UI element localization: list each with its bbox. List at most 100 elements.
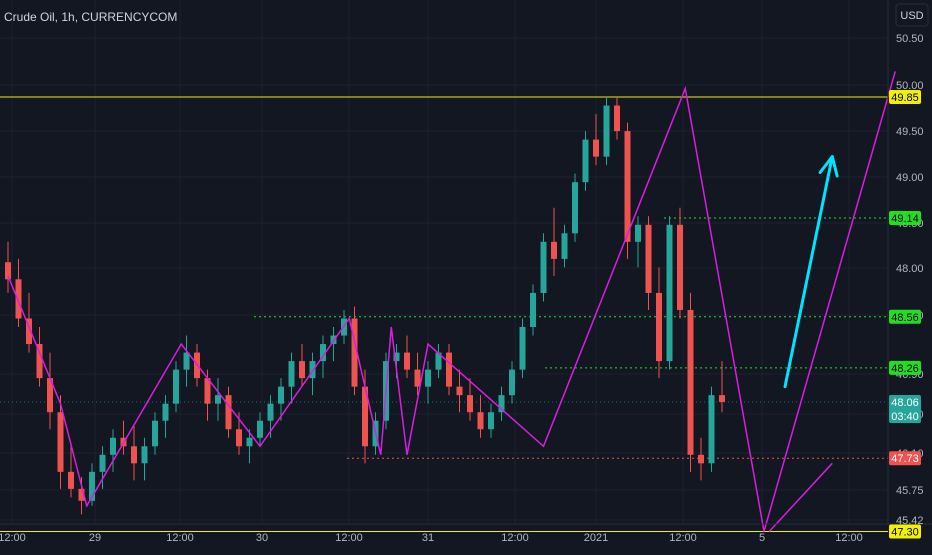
candle-body — [488, 412, 494, 430]
candle — [110, 429, 116, 472]
candle-body — [320, 344, 326, 362]
candle-body — [677, 224, 683, 310]
candle — [15, 258, 22, 328]
candle — [456, 369, 463, 413]
candle — [299, 344, 305, 387]
candle-body — [498, 395, 505, 413]
candle — [540, 233, 547, 302]
candle — [183, 335, 190, 387]
price-tick-label: 45.42 — [896, 515, 924, 527]
time-tick-label: 31 — [422, 532, 434, 544]
candle-body — [99, 454, 106, 472]
candle-body — [603, 105, 610, 157]
candle-body — [278, 386, 284, 404]
candle-body — [183, 352, 190, 370]
candle — [614, 97, 620, 140]
zigzag-pattern-line[interactable] — [7, 71, 896, 532]
candle — [152, 412, 158, 455]
candle-body — [288, 361, 295, 387]
price-tick-label: 48.00 — [896, 263, 924, 275]
level-price-label: 47.30 — [891, 526, 919, 538]
candle-body — [624, 131, 631, 242]
candle — [446, 344, 452, 396]
time-tick-label: 12:00 — [335, 532, 363, 544]
candle-body — [5, 262, 11, 280]
candle-body — [530, 292, 536, 328]
candle-body — [267, 403, 274, 421]
candle-body — [561, 233, 568, 259]
candle — [225, 386, 232, 438]
candle — [656, 267, 662, 379]
level-price-label: 49.85 — [891, 92, 919, 104]
candle — [582, 131, 589, 191]
price-tick-label: 50.50 — [896, 33, 924, 45]
candle — [173, 361, 179, 413]
candle — [162, 395, 169, 438]
candle-body — [582, 139, 589, 183]
price-badges: 49.85 47.30 49.14 48.56 48.26 47.73 48.06 03:40 — [889, 90, 921, 539]
price-tick-label: 45.75 — [896, 485, 924, 497]
candle-body — [362, 386, 368, 447]
currency-button[interactable] — [895, 3, 929, 27]
candle-body — [257, 420, 263, 438]
candle — [99, 446, 106, 489]
chart-title: Crude Oil, 1h, CURRENCYCOM — [4, 10, 177, 24]
candle — [131, 425, 137, 481]
candle — [645, 216, 652, 310]
candle — [509, 361, 515, 404]
candle — [467, 378, 473, 421]
candle — [519, 318, 526, 379]
candle — [498, 386, 505, 421]
candle-body — [57, 412, 64, 472]
candle — [603, 97, 610, 166]
price-tick-label: 50.00 — [896, 80, 924, 92]
candle-body — [68, 471, 74, 489]
candle-body — [225, 395, 232, 430]
candle — [288, 352, 295, 404]
candle-body — [110, 437, 116, 455]
candle-body — [509, 369, 515, 396]
candle — [36, 327, 43, 387]
candle-body — [78, 488, 85, 501]
currency-label: USD — [900, 10, 923, 22]
time-tick-label: 5 — [759, 532, 765, 544]
candle — [26, 292, 32, 353]
candle-body — [698, 454, 704, 464]
candle-body — [719, 395, 725, 402]
time-tick-label: 12:00 — [669, 532, 697, 544]
candle-body — [26, 318, 32, 345]
candle-body — [204, 378, 211, 404]
channel-line[interactable] — [768, 462, 833, 532]
candle-body — [446, 352, 452, 387]
level-price-badge — [889, 90, 921, 104]
candle — [309, 352, 316, 396]
candle-body — [47, 378, 53, 413]
candle-body — [456, 386, 463, 396]
candle-body — [666, 224, 673, 362]
candle-body — [519, 327, 526, 370]
candle-body — [36, 344, 43, 379]
candle — [677, 207, 683, 319]
candle-body — [477, 412, 484, 430]
candle — [551, 207, 557, 276]
candle — [593, 114, 599, 166]
last-price-label: 48.06 — [891, 397, 919, 409]
candle-body — [15, 279, 22, 319]
level-price-badge — [889, 360, 921, 375]
candle-body — [708, 395, 715, 464]
candle-body — [635, 224, 641, 242]
candle-body — [540, 241, 547, 293]
candle — [488, 403, 494, 438]
candle — [561, 224, 568, 268]
candle — [68, 446, 74, 498]
time-tick-label: 12:00 — [166, 532, 194, 544]
candle-body — [614, 105, 620, 132]
arrow-shaft[interactable] — [783, 155, 834, 389]
candle — [404, 335, 410, 379]
level-price-badge — [889, 210, 921, 225]
candle — [635, 216, 641, 268]
candle — [435, 344, 442, 379]
bar-countdown: 03:40 — [891, 411, 919, 423]
